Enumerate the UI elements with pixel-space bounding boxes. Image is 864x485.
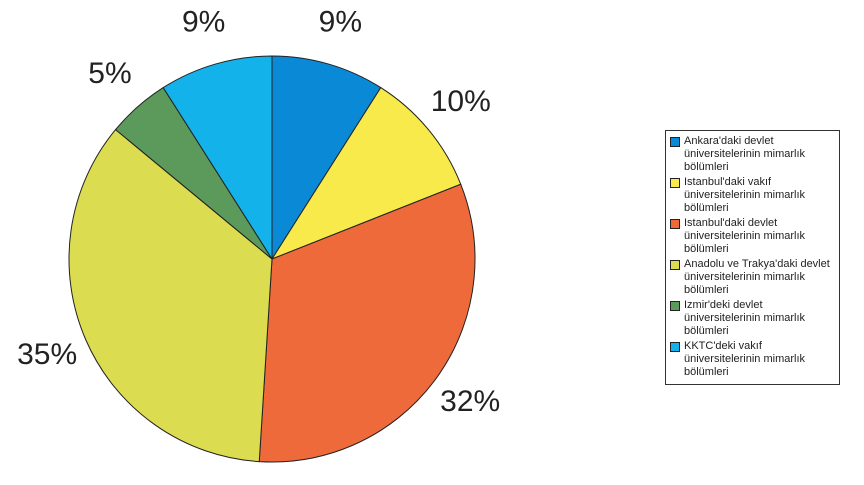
data-label: 9%	[182, 6, 225, 39]
legend-item: Ankara'daki devlet üniversitelerinin mim…	[670, 135, 839, 174]
data-label: 35%	[17, 338, 77, 371]
legend-item: KKTC'deki vakıf üniversitelerinin mimarl…	[670, 340, 839, 379]
legend-swatch	[670, 301, 680, 311]
legend-label: Ankara'daki devlet üniversitelerinin mim…	[684, 135, 806, 173]
legend-swatch	[670, 342, 680, 352]
legend-label: Istanbul'daki devlet üniversitelerinin m…	[684, 217, 806, 255]
legend-item: Istanbul'daki devlet üniversitelerinin m…	[670, 217, 839, 256]
legend-label: Istanbul'daki vakıf üniversitelerinin mi…	[684, 176, 806, 214]
legend-label: KKTC'deki vakıf üniversitelerinin mimarl…	[684, 340, 806, 378]
data-label: 5%	[88, 57, 131, 90]
legend-swatch	[670, 137, 680, 147]
data-label: 9%	[319, 6, 362, 39]
pie-slice	[271, 55, 382, 261]
pie-slice	[270, 86, 462, 261]
legend: Ankara'daki devlet üniversitelerinin mim…	[665, 130, 840, 385]
pie-slice	[162, 55, 273, 261]
legend-item: Istanbul'daki vakıf üniversitelerinin mi…	[670, 176, 839, 215]
pie-slice	[258, 183, 476, 463]
legend-swatch	[670, 260, 680, 270]
legend-item: Anadolu ve Trakya'daki devlet üniversite…	[670, 258, 839, 297]
legend-swatch	[670, 219, 680, 229]
legend-swatch	[670, 178, 680, 188]
legend-label: Izmir'deki devlet üniversitelerinin mima…	[684, 299, 806, 337]
legend-label: Anadolu ve Trakya'daki devlet üniversite…	[684, 258, 830, 296]
data-label: 32%	[440, 385, 500, 418]
data-label: 10%	[431, 85, 491, 118]
legend-item: Izmir'deki devlet üniversitelerinin mima…	[670, 299, 839, 338]
pie-slice	[68, 128, 273, 463]
